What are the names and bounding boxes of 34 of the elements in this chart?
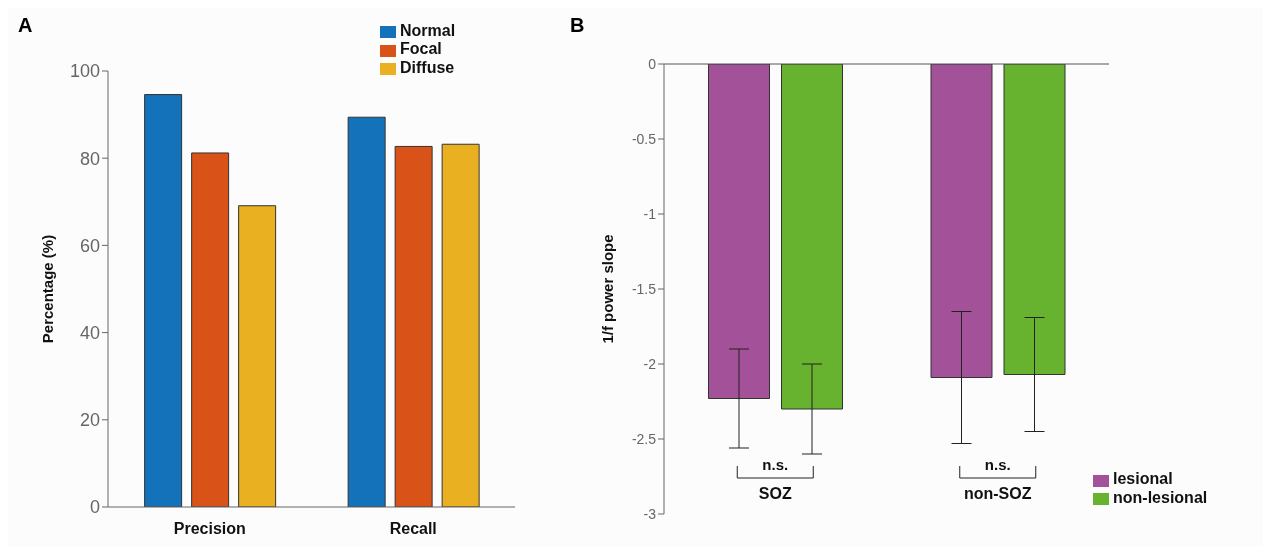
legend-label: lesional <box>1113 470 1173 488</box>
legend-label: Diffuse <box>400 58 455 76</box>
y-tick-label: -0.5 <box>631 130 657 147</box>
legend-label: non-lesional <box>1113 488 1208 506</box>
y-tick-label: 0 <box>648 55 657 72</box>
bar <box>347 116 386 507</box>
y-axis-title: 1/f power slope <box>599 234 617 344</box>
y-tick-label: -1.5 <box>631 280 657 297</box>
bar <box>238 205 277 507</box>
y-tick-label: 40 <box>79 322 100 343</box>
bar <box>394 145 433 507</box>
y-tick-label: 20 <box>79 410 100 431</box>
legend-label: Focal <box>400 40 442 58</box>
y-tick-label: -3 <box>643 505 657 522</box>
y-tick-label: 60 <box>79 235 100 256</box>
annotation: n.s. <box>984 456 1011 473</box>
chart-title: B <box>570 14 585 37</box>
bar <box>144 94 183 507</box>
y-axis-title: Percentage (%) <box>39 234 57 344</box>
annotation: n.s. <box>762 456 789 473</box>
x-tick-label: SOZ <box>758 485 792 503</box>
y-tick-label: -2 <box>643 355 657 372</box>
chart-title: A <box>18 14 33 37</box>
y-tick-label: 0 <box>89 497 100 518</box>
y-tick-label: 80 <box>79 148 100 169</box>
y-tick-label: -1 <box>643 205 657 222</box>
y-tick-label: 100 <box>69 61 100 82</box>
bar <box>441 143 480 507</box>
x-tick-label: non-SOZ <box>963 485 1032 503</box>
y-tick-label: -2.5 <box>631 430 657 447</box>
legend-label: Normal <box>400 22 456 39</box>
x-tick-label: Precision <box>173 520 246 538</box>
x-tick-label: Recall <box>389 520 437 538</box>
bar <box>191 152 230 507</box>
